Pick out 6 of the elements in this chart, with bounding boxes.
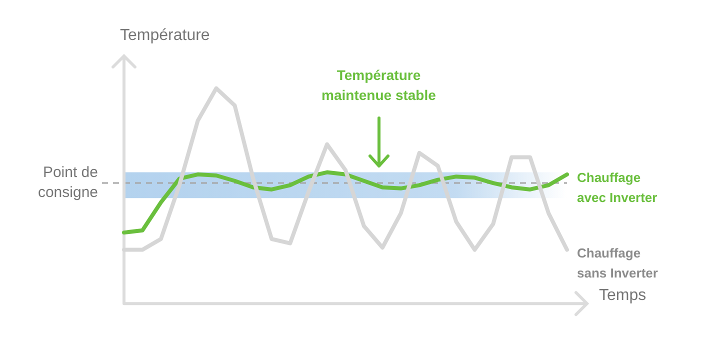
series-label: Chauffage sans Inverter — [577, 245, 658, 280]
y-axis-title: Température — [120, 27, 210, 44]
series-label: Chauffage avec Inverter — [577, 170, 658, 205]
x-axis-title: Temps — [599, 287, 646, 304]
ref-line-label: Point de consigne — [38, 164, 98, 202]
annotation: Température maintenue stable — [322, 66, 436, 103]
